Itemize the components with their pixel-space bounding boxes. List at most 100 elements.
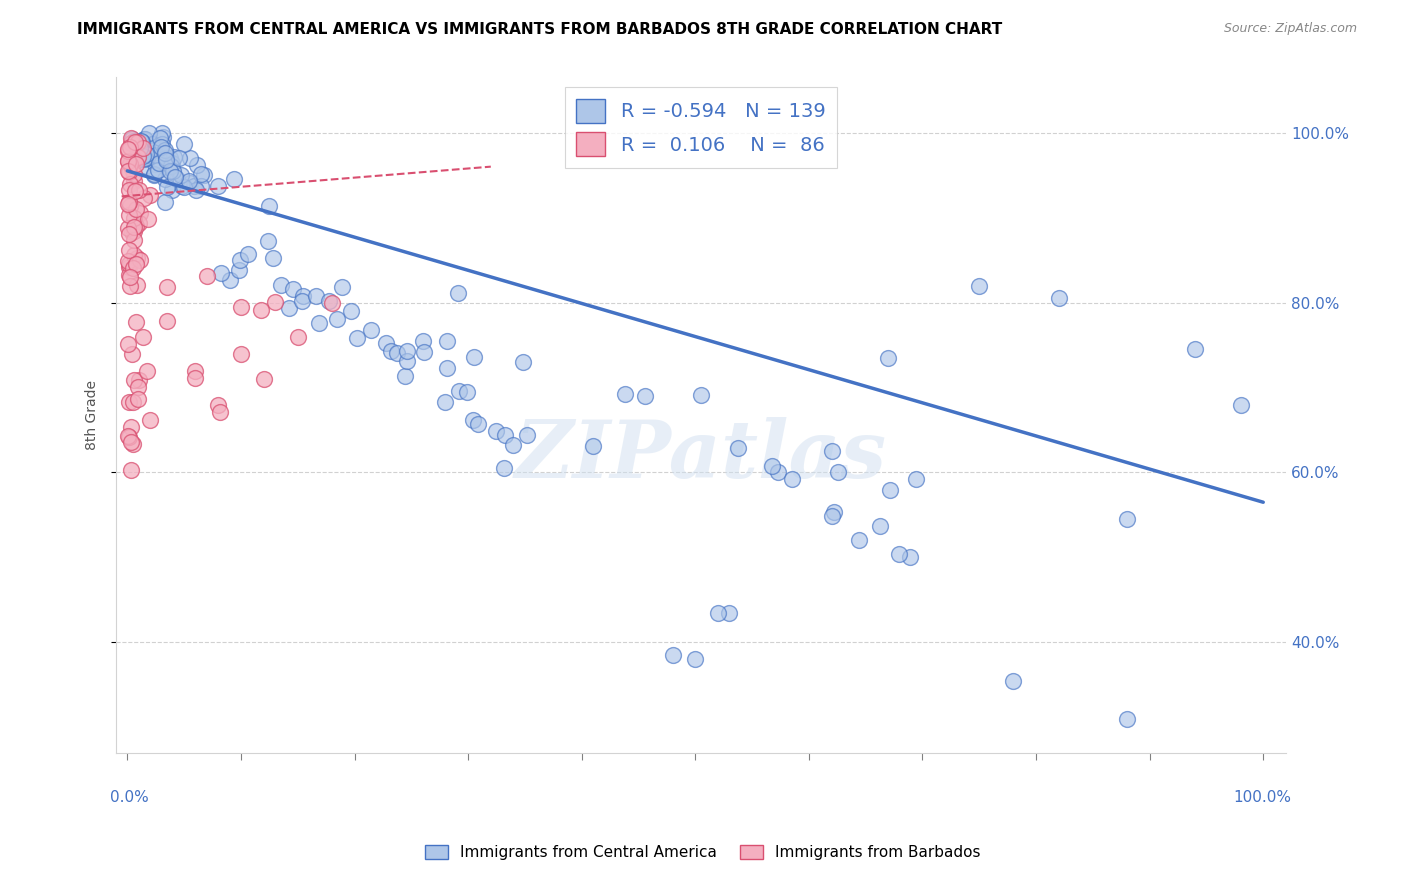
Point [170, 178, 193, 193]
Point [156, 280, 179, 294]
Point [149, 140, 172, 154]
Point [153, 145, 176, 160]
Point [131, 141, 153, 155]
Point [727, 441, 749, 455]
Point [120, 131, 142, 145]
Point [129, 253, 152, 268]
Point [707, 606, 730, 620]
Point [898, 550, 921, 565]
Point [177, 174, 200, 188]
Point [1116, 712, 1139, 726]
Point [413, 345, 436, 359]
Point [467, 417, 489, 432]
Point [1229, 398, 1251, 412]
Point [160, 159, 183, 173]
Point [190, 167, 212, 181]
Point [827, 465, 849, 479]
Point [142, 145, 165, 160]
Point [167, 151, 190, 165]
Point [224, 171, 246, 186]
Point [118, 268, 141, 283]
Point [118, 429, 141, 443]
Point [117, 154, 139, 169]
Point [121, 225, 143, 239]
Point [121, 132, 143, 146]
Point [131, 330, 153, 344]
Text: IMMIGRANTS FROM CENTRAL AMERICA VS IMMIGRANTS FROM BARBADOS 8TH GRADE CORRELATIO: IMMIGRANTS FROM CENTRAL AMERICA VS IMMIG… [77, 22, 1002, 37]
Point [436, 334, 458, 349]
Point [582, 439, 605, 453]
Point [380, 343, 402, 358]
Point [218, 272, 240, 286]
Point [186, 183, 208, 197]
Point [463, 351, 485, 365]
Point [159, 151, 181, 165]
Point [318, 293, 340, 308]
Point [135, 146, 157, 161]
Point [118, 198, 141, 212]
Point [121, 162, 143, 177]
Legend: R = -0.594   N = 139, R =  0.106    N =  86: R = -0.594 N = 139, R = 0.106 N = 86 [565, 87, 838, 168]
Point [207, 398, 229, 412]
Point [120, 157, 142, 171]
Point [148, 163, 170, 178]
Point [118, 177, 141, 191]
Point [967, 278, 990, 293]
Point [823, 504, 845, 518]
Point [117, 429, 139, 443]
Point [170, 168, 193, 182]
Text: 0.0%: 0.0% [110, 790, 149, 805]
Point [209, 266, 232, 280]
Point [122, 167, 145, 181]
Point [125, 154, 148, 169]
Point [262, 251, 284, 265]
Point [125, 157, 148, 171]
Point [179, 151, 201, 165]
Point [1047, 291, 1070, 305]
Point [122, 232, 145, 246]
Point [152, 130, 174, 145]
Point [179, 176, 201, 190]
Point [127, 150, 149, 164]
Point [879, 483, 901, 498]
Point [127, 135, 149, 149]
Point [250, 303, 273, 318]
Point [138, 187, 160, 202]
Point [136, 212, 159, 227]
Point [118, 260, 141, 274]
Point [236, 246, 259, 260]
Point [163, 169, 186, 184]
Point [127, 148, 149, 162]
Y-axis label: 8th Grade: 8th Grade [86, 380, 100, 450]
Point [292, 289, 315, 303]
Point [117, 145, 139, 159]
Point [877, 351, 900, 365]
Point [153, 172, 176, 186]
Point [887, 547, 910, 561]
Point [124, 184, 146, 198]
Point [150, 137, 173, 152]
Point [449, 384, 471, 398]
Point [134, 132, 156, 146]
Point [143, 167, 166, 181]
Text: Source: ZipAtlas.com: Source: ZipAtlas.com [1223, 22, 1357, 36]
Point [122, 394, 145, 409]
Point [118, 257, 141, 271]
Point [136, 148, 159, 162]
Point [125, 138, 148, 153]
Point [122, 373, 145, 387]
Point [848, 533, 870, 547]
Point [162, 164, 184, 178]
Point [330, 280, 353, 294]
Point [128, 141, 150, 155]
Point [447, 286, 470, 301]
Point [132, 152, 155, 166]
Point [153, 143, 176, 157]
Point [375, 336, 398, 351]
Point [118, 140, 141, 154]
Point [461, 413, 484, 427]
Point [118, 243, 141, 257]
Point [143, 136, 166, 151]
Point [321, 295, 343, 310]
Point [761, 458, 783, 473]
